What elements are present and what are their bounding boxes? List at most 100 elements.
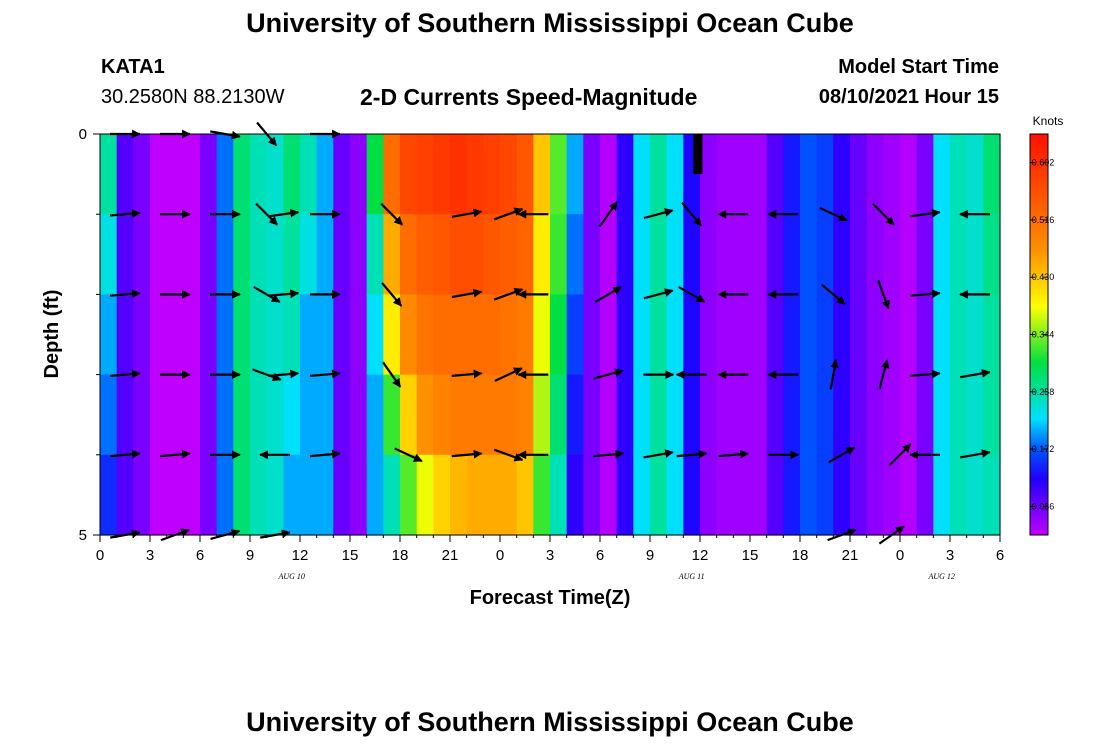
heatmap-cell: [833, 214, 851, 295]
heatmap-cell: [350, 214, 368, 295]
y-axis-label: Depth (ft): [41, 290, 63, 379]
heatmap-cell: [200, 134, 218, 215]
heatmap-cell: [600, 374, 618, 456]
heatmap-cell: [583, 374, 601, 456]
heatmap-cell: [333, 374, 351, 456]
colorbar-ticks: 0.086 0.172 0.258 0.344 0.430 0.516 0.602: [1030, 158, 1055, 511]
heatmap-cell: [200, 294, 218, 376]
heatmap-cell: [816, 374, 834, 456]
heatmap-cell: [183, 294, 201, 376]
heatmap-cell: [266, 134, 284, 215]
heatmap-cell: [333, 214, 351, 295]
heatmap-cell: [100, 214, 118, 295]
heatmap-cell: [250, 454, 268, 536]
heatmap-cell: [433, 214, 451, 295]
station-id: KATA1: [101, 56, 165, 78]
heatmap-cell: [116, 454, 134, 536]
heatmap-cell: [633, 294, 651, 376]
heatmap-cell: [400, 214, 418, 295]
heatmap-cell: [566, 214, 584, 295]
heatmap-cell: [900, 374, 918, 456]
heatmap-cell: [983, 134, 1001, 215]
heatmap-cell: [950, 134, 968, 215]
heatmap-cell: [550, 214, 568, 295]
current-arrow: [643, 449, 674, 459]
heatmap-cell: [450, 294, 468, 376]
heatmap-cell: [800, 214, 818, 295]
heatmap-cell: [400, 294, 418, 376]
heatmap-cell: [450, 374, 468, 456]
heatmap-cell: [416, 454, 434, 536]
heatmap-cell: [483, 374, 501, 456]
date-label: AUG 10: [277, 572, 304, 581]
heatmap-cell: [850, 214, 868, 295]
heatmap-cell: [350, 134, 368, 215]
heatmap-cell: [566, 134, 584, 215]
heatmap-cell: [566, 294, 584, 376]
heatmap-cell: [916, 134, 934, 215]
heatmap-cell: [483, 294, 501, 376]
x-tick-label: 0: [896, 547, 904, 564]
heatmap-cell: [950, 294, 968, 376]
current-arrow: [593, 368, 624, 380]
heatmap-cell: [800, 134, 818, 215]
heatmap-cell: [483, 134, 501, 215]
heatmap-cell: [866, 134, 884, 215]
x-tick-label: 12: [292, 547, 309, 564]
heatmap-cell: [100, 454, 118, 536]
current-arrow: [643, 288, 674, 300]
heatmap-cell: [383, 454, 401, 536]
heatmap-cell: [166, 454, 184, 536]
current-arrow: [451, 288, 483, 299]
heatmap-cell: [866, 374, 884, 456]
heatmap-cell: [616, 374, 634, 456]
heatmap-cell: [750, 214, 768, 295]
heatmap-cell: [116, 134, 134, 215]
heatmap-cell: [583, 134, 601, 215]
heatmap-cell: [133, 134, 151, 215]
heatmap-cell: [750, 134, 768, 215]
current-arrow: [109, 209, 141, 218]
heatmap-cell: [233, 374, 251, 456]
heatmap-cell: [383, 214, 401, 295]
heatmap-cell: [166, 374, 184, 456]
heatmap-cell: [900, 294, 918, 376]
heatmap-cell: [916, 454, 934, 536]
heatmap-cell: [183, 134, 201, 215]
heatmap-cell: [233, 454, 251, 536]
heatmap-cell: [733, 454, 751, 536]
heatmap-cell: [716, 374, 734, 456]
heatmap-cell: [866, 294, 884, 376]
heatmap-cell: [766, 374, 784, 456]
heatmap-cell: [516, 454, 534, 536]
x-tick-label: 15: [342, 547, 359, 564]
heatmap-cell: [316, 214, 334, 295]
heatmap-cell: [650, 374, 668, 456]
heatmap-cell: [416, 374, 434, 456]
current-arrow: [451, 449, 483, 459]
current-arrow: [309, 369, 341, 379]
heatmap-cell: [733, 294, 751, 376]
heatmap-cell: [133, 294, 151, 376]
heatmap-cell: [850, 134, 868, 215]
heatmap-cell: [416, 134, 434, 215]
heatmap-cell: [300, 134, 318, 215]
heatmap-cell: [533, 134, 551, 215]
heatmap-cell: [266, 294, 284, 376]
heatmap-cell: [650, 294, 668, 376]
current-arrow: [829, 358, 839, 390]
current-arrow: [877, 279, 890, 310]
heatmap-cell: [783, 454, 801, 536]
heatmap-cell: [300, 454, 318, 536]
heatmap-cell: [200, 374, 218, 456]
heatmap-cell: [233, 294, 251, 376]
heatmap-cell: [716, 214, 734, 295]
heatmap-cell: [316, 454, 334, 536]
colorbar-tick-label: 0.344: [1032, 330, 1055, 340]
model-start-value: 08/10/2021 Hour 15: [818, 86, 999, 108]
heatmap-cell: [700, 294, 718, 376]
heatmap-cell: [216, 374, 234, 456]
heatmap-cell: [366, 374, 384, 456]
current-arrow: [718, 449, 750, 459]
heatmap-cell: [216, 294, 234, 376]
